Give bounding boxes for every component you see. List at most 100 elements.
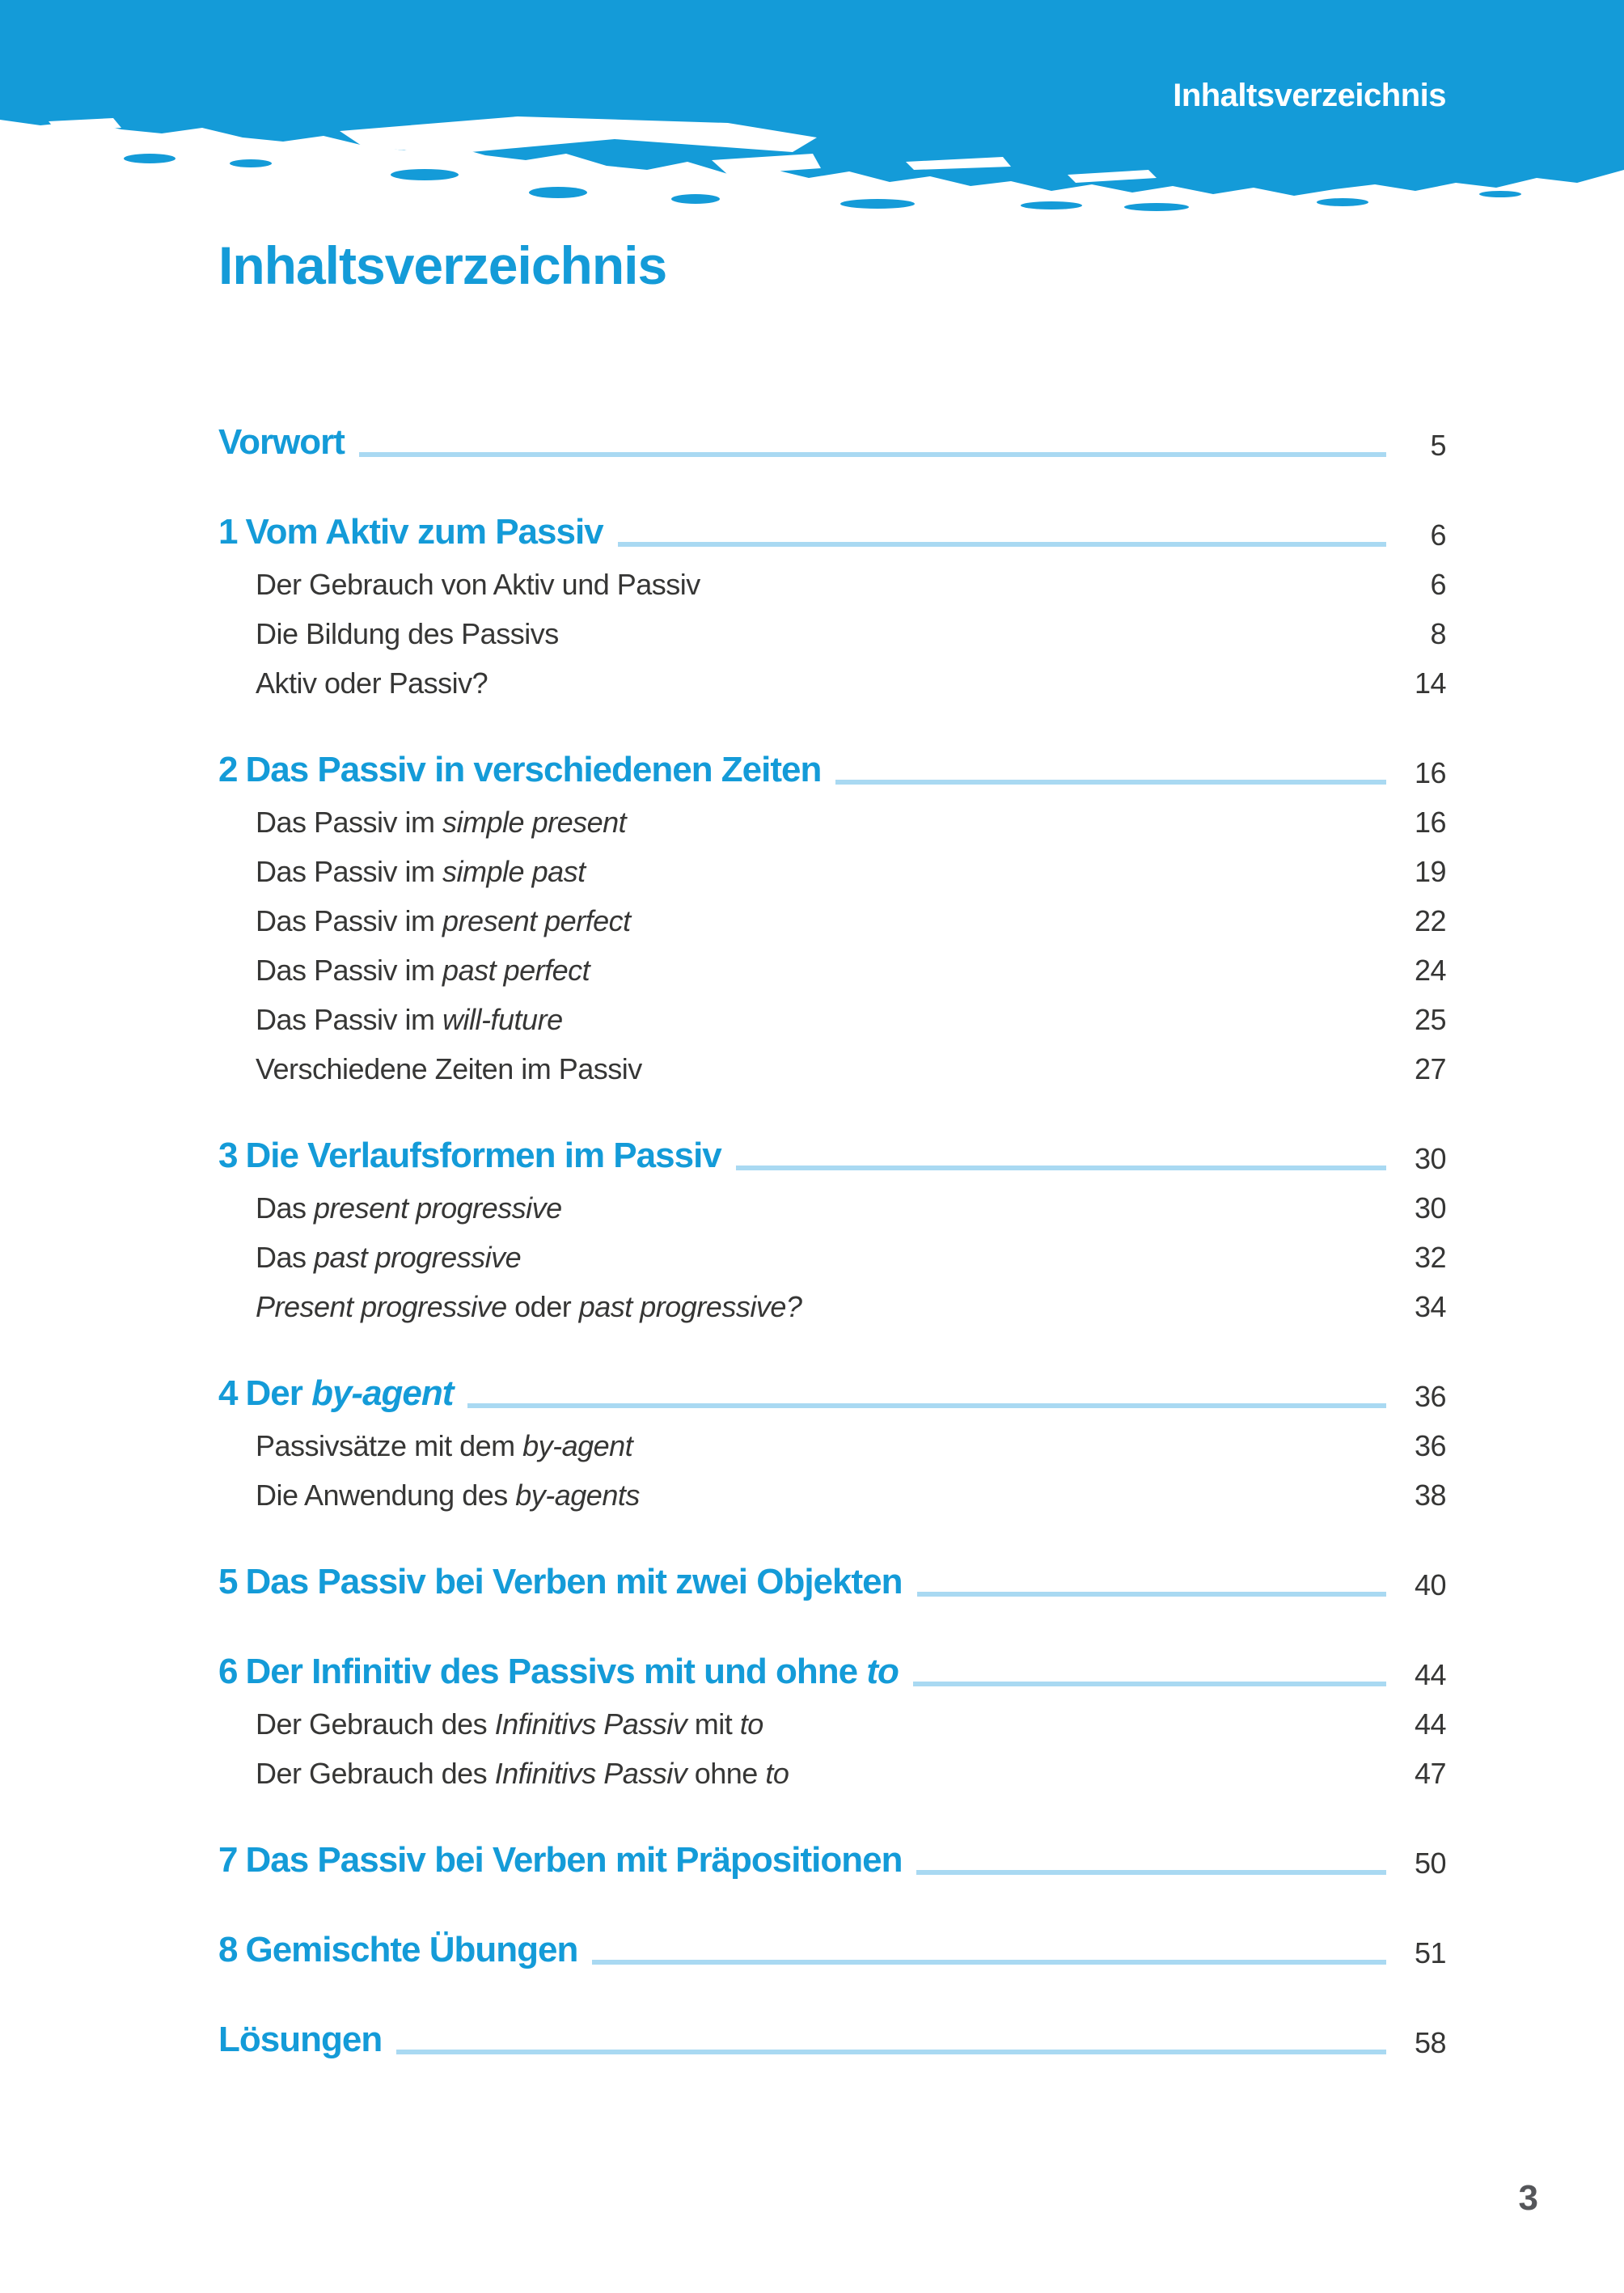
toc-entry-label: Das past progressive bbox=[256, 1241, 522, 1275]
chapter-number: 2 bbox=[218, 749, 239, 789]
toc-entry: Das Passiv im past perfect 24 bbox=[218, 937, 1447, 988]
toc-entry-label: 4 Der by-agent bbox=[218, 1373, 454, 1413]
leader-line bbox=[396, 2050, 1386, 2054]
toc-list: Vorwort 5 1 Vom Aktiv zum Passiv 6 Der Gebrau… bbox=[218, 409, 1447, 2060]
toc-entry: Das present progressive 30 bbox=[218, 1174, 1447, 1225]
leader-line bbox=[592, 1960, 1386, 1965]
toc-entry-page: 44 bbox=[1414, 1658, 1447, 1692]
leader-line bbox=[735, 1166, 1386, 1170]
toc-entry-label: Verschiedene Zeiten im Passiv bbox=[256, 1052, 642, 1086]
chapter-number: 6 bbox=[218, 1651, 239, 1691]
toc-entry: 6 Der Infinitiv des Passivs mit und ohne … bbox=[218, 1639, 1447, 1692]
toc-entry: Das past progressive 32 bbox=[218, 1224, 1447, 1275]
toc-entry: Das Passiv im present perfect 22 bbox=[218, 887, 1447, 938]
leader-line bbox=[467, 1403, 1386, 1408]
toc-entry-page: 47 bbox=[1414, 1757, 1447, 1791]
leader-line bbox=[916, 1870, 1386, 1875]
toc-entry-page: 32 bbox=[1414, 1241, 1447, 1275]
running-head: Inhaltsverzeichnis bbox=[1173, 78, 1446, 113]
toc-entry-label: Der Gebrauch des Infinitivs Passiv mit t… bbox=[256, 1707, 763, 1741]
toc-entry-page: 36 bbox=[1414, 1380, 1447, 1414]
toc-entry-label: Das present progressive bbox=[256, 1191, 562, 1225]
toc-entry: 3 Die Verlaufsformen im Passiv 30 bbox=[218, 1123, 1447, 1175]
toc-entry-page: 5 bbox=[1430, 429, 1446, 463]
toc-entry-label: 1 Vom Aktiv zum Passiv bbox=[218, 511, 604, 552]
toc-entry-page: 36 bbox=[1414, 1429, 1447, 1463]
toc-entry-page: 6 bbox=[1430, 568, 1446, 602]
toc-entry-label: Das Passiv im simple past bbox=[256, 855, 586, 889]
leader-line bbox=[358, 452, 1386, 457]
toc-entry-label: Present progressive oder past progressiv… bbox=[256, 1290, 802, 1324]
leader-line bbox=[617, 542, 1386, 547]
toc-entry-page: 19 bbox=[1414, 855, 1447, 889]
header-band: Inhaltsverzeichnis bbox=[0, 0, 1624, 218]
toc-entry-page: 51 bbox=[1414, 1936, 1447, 1970]
chapter-number: 3 bbox=[218, 1135, 239, 1175]
chapter-number: 5 bbox=[218, 1561, 239, 1601]
page-number-folio: 3 bbox=[1518, 2178, 1538, 2218]
toc-entry: Die Anwendung des by-agents 38 bbox=[218, 1462, 1447, 1512]
toc-entry-page: 30 bbox=[1414, 1191, 1447, 1225]
toc-entry-label: Der Gebrauch von Aktiv und Passiv bbox=[256, 568, 700, 602]
toc-entry-label: 6 Der Infinitiv des Passivs mit und ohne … bbox=[218, 1651, 899, 1691]
toc-entry-label: 5 Das Passiv bei Verben mit zwei Objekten bbox=[218, 1561, 903, 1601]
toc-entry-page: 38 bbox=[1414, 1479, 1447, 1512]
toc-entry-page: 24 bbox=[1414, 954, 1447, 988]
chapter-number: 7 bbox=[218, 1839, 239, 1880]
toc-entry-label: 7 Das Passiv bei Verben mit Präpositionen bbox=[218, 1839, 903, 1880]
toc-entry-page: 44 bbox=[1414, 1707, 1447, 1741]
toc-entry: Die Bildung des Passivs 8 bbox=[218, 600, 1447, 651]
toc-entry-page: 50 bbox=[1414, 1847, 1447, 1881]
chapter-number: 4 bbox=[218, 1373, 239, 1413]
toc-entry-label: Aktiv oder Passiv? bbox=[256, 666, 488, 700]
toc-entry-label: Der Gebrauch des Infinitivs Passiv ohne … bbox=[256, 1757, 789, 1791]
toc-entry-label: Das Passiv im will-future bbox=[256, 1003, 563, 1037]
toc-entry-label: Die Anwendung des by-agents bbox=[256, 1479, 640, 1512]
leader-line bbox=[916, 1592, 1386, 1597]
toc-entry-page: 34 bbox=[1414, 1290, 1447, 1324]
toc-entry-label: Lösungen bbox=[218, 2019, 383, 2059]
toc-entry-page: 8 bbox=[1430, 617, 1446, 651]
toc-entry-page: 22 bbox=[1414, 904, 1447, 938]
toc-entry-label: Passivsätze mit dem by-agent bbox=[256, 1429, 633, 1463]
toc-entry: 2 Das Passiv in verschiedenen Zeiten 16 bbox=[218, 737, 1447, 790]
toc-entry: Der Gebrauch von Aktiv und Passiv 6 bbox=[218, 551, 1447, 602]
toc-entry-label: Die Bildung des Passivs bbox=[256, 617, 559, 651]
toc-entry: 4 Der by-agent 36 bbox=[218, 1360, 1447, 1414]
toc-entry-label: Vorwort bbox=[218, 421, 345, 462]
toc-entry-page: 25 bbox=[1414, 1003, 1447, 1037]
toc-entry-label: Das Passiv im present perfect bbox=[256, 904, 631, 938]
toc-entry: 5 Das Passiv bei Verben mit zwei Objekten… bbox=[218, 1549, 1447, 1602]
toc-entry-page: 16 bbox=[1414, 806, 1447, 840]
toc-entry: Lösungen 58 bbox=[218, 2007, 1447, 2060]
chapter-number: 8 bbox=[218, 1929, 239, 1969]
toc-entry-label: 2 Das Passiv in verschiedenen Zeiten bbox=[218, 749, 822, 789]
toc-entry: Der Gebrauch des Infinitivs Passiv ohne … bbox=[218, 1740, 1447, 1791]
toc-entry-page: 16 bbox=[1414, 756, 1447, 790]
toc-entry-label: Das Passiv im past perfect bbox=[256, 954, 590, 988]
toc-entry: 7 Das Passiv bei Verben mit Präpositionen… bbox=[218, 1827, 1447, 1881]
toc-entry-page: 6 bbox=[1430, 518, 1446, 552]
brush-stroke-graphic bbox=[0, 0, 1624, 211]
toc-entry-page: 40 bbox=[1414, 1568, 1447, 1602]
toc-entry: Das Passiv im simple present 16 bbox=[218, 789, 1447, 840]
toc-entry: Das Passiv im simple past 19 bbox=[218, 838, 1447, 889]
toc-entry: 1 Vom Aktiv zum Passiv 6 bbox=[218, 499, 1447, 552]
toc-entry-page: 14 bbox=[1414, 666, 1447, 700]
toc-entry-label: Das Passiv im simple present bbox=[256, 806, 627, 840]
toc-entry-page: 27 bbox=[1414, 1052, 1447, 1086]
toc-entry: Verschiedene Zeiten im Passiv 27 bbox=[218, 1035, 1447, 1086]
leader-line bbox=[912, 1682, 1386, 1686]
toc-entry: Der Gebrauch des Infinitivs Passiv mit t… bbox=[218, 1690, 1447, 1741]
toc-entry-label: 8 Gemischte Übungen bbox=[218, 1929, 578, 1969]
page-title: Inhaltsverzeichnis bbox=[218, 235, 667, 295]
chapter-number: 1 bbox=[218, 511, 239, 552]
toc-entry-page: 58 bbox=[1414, 2026, 1447, 2060]
toc-entry: Das Passiv im will-future 25 bbox=[218, 986, 1447, 1037]
toc-entry: Passivsätze mit dem by-agent 36 bbox=[218, 1412, 1447, 1463]
toc-entry-label: 3 Die Verlaufsformen im Passiv bbox=[218, 1135, 722, 1175]
toc-entry: Present progressive oder past progressiv… bbox=[218, 1273, 1447, 1324]
toc-entry: Vorwort 5 bbox=[218, 409, 1447, 463]
leader-line bbox=[835, 780, 1386, 785]
